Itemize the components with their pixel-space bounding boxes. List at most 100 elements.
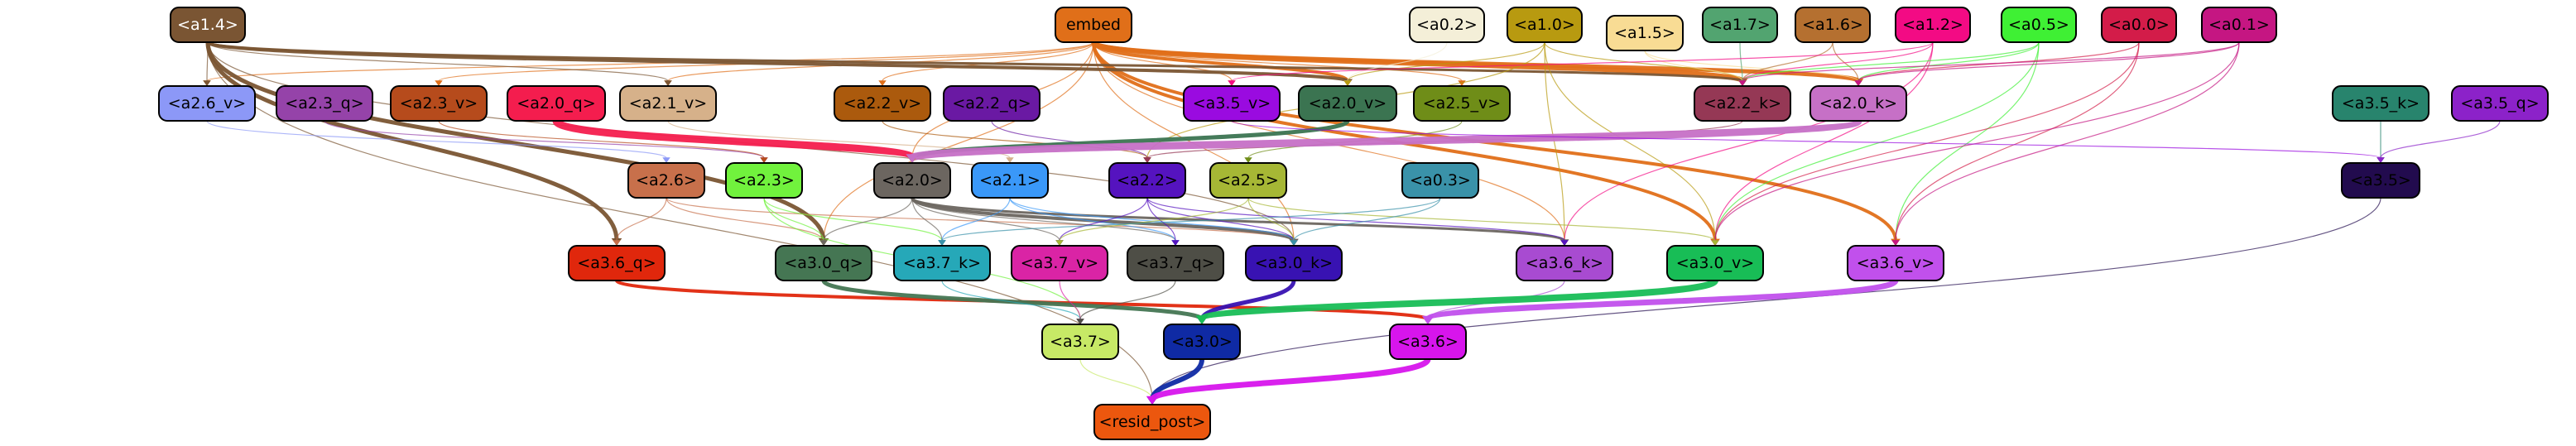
node-box[interactable] [1245,245,1343,281]
node-box[interactable] [2101,7,2177,43]
node-box[interactable] [943,85,1040,122]
node-box[interactable] [1108,162,1186,199]
node-a2-3[interactable]: <a2.3> [725,162,803,199]
node-box[interactable] [1507,7,1583,43]
node-box[interactable] [507,85,606,122]
node-box[interactable] [390,85,488,122]
node-box[interactable] [1041,324,1119,360]
node-a2-0-q[interactable]: <a2.0_q> [507,85,606,122]
node-box[interactable] [1702,7,1778,43]
node-a2-0-v[interactable]: <a2.0_v> [1298,85,1397,122]
node-a2-2-q[interactable]: <a2.2_q> [943,85,1040,122]
edge-a1_2-to-a2_2_k [1742,41,1934,82]
node-box[interactable] [1183,85,1281,122]
node-a3-7-q[interactable]: <a3.7_q> [1127,245,1224,281]
node-box[interactable] [1847,245,1944,281]
node-a1-7[interactable]: <a1.7> [1702,7,1778,43]
node-a3-6[interactable]: <a3.6> [1389,324,1467,360]
edge-layer [203,40,2501,405]
node-box[interactable] [1055,7,1132,43]
node-box[interactable] [1694,85,1791,122]
node-a3-5-v[interactable]: <a3.5_v> [1183,85,1281,122]
node-a2-1[interactable]: <a2.1> [971,162,1049,199]
node-box[interactable] [568,245,666,281]
node-a2-2-v[interactable]: <a2.2_v> [834,85,931,122]
node-a2-2-k[interactable]: <a2.2_k> [1694,85,1791,122]
node-a2-5-v[interactable]: <a2.5_v> [1413,85,1511,122]
node-a2-6-v[interactable]: <a2.6_v> [158,85,256,122]
edge-a3_5-to-resid_post [1151,197,2381,400]
node-box[interactable] [158,85,256,122]
node-box[interactable] [1895,7,1971,43]
node-a0-1[interactable]: <a0.1> [2201,7,2277,43]
node-a2-2[interactable]: <a2.2> [1108,162,1186,199]
node-label: embed [1066,16,1121,34]
node-box[interactable] [2451,85,2549,122]
node-box[interactable] [1606,15,1684,51]
node-box[interactable] [1413,85,1511,122]
node-a3-0[interactable]: <a3.0> [1163,324,1241,360]
node-a3-6-v[interactable]: <a3.6_v> [1847,245,1944,281]
node-a3-5-k[interactable]: <a3.5_k> [2332,85,2429,122]
node-label: <a3.6> [1397,333,1459,351]
node-a0-2[interactable]: <a0.2> [1409,7,1485,43]
node-a1-6[interactable]: <a1.6> [1795,7,1871,43]
node-box[interactable] [1409,7,1485,43]
node-a2-6[interactable]: <a2.6> [627,162,705,199]
node-a2-5[interactable]: <a2.5> [1209,162,1287,199]
node-box[interactable] [1163,324,1241,360]
edge-a1_0-to-a2_0_v [1347,41,1545,82]
node-box[interactable] [170,7,246,43]
node-a1-5[interactable]: <a1.5> [1606,15,1684,51]
node-a2-3-q[interactable]: <a2.3_q> [276,85,373,122]
node-box[interactable] [1127,245,1224,281]
node-resid-post[interactable]: <resid_post> [1093,404,1211,440]
node-a3-7-k[interactable]: <a3.7_k> [893,245,991,281]
node-box[interactable] [725,162,803,199]
node-box[interactable] [971,162,1049,199]
node-a2-1-v[interactable]: <a2.1_v> [619,85,717,122]
node-box[interactable] [1516,245,1613,281]
node-a1-0[interactable]: <a1.0> [1507,7,1583,43]
node-box[interactable] [1809,85,1907,122]
node-a3-0-q[interactable]: <a3.0_q> [775,245,872,281]
node-a3-6-k[interactable]: <a3.6_k> [1516,245,1613,281]
edge-a0_0-to-a2_0_k [1858,41,2140,82]
node-box[interactable] [1666,245,1764,281]
node-box[interactable] [873,162,951,199]
node-a3-7-v[interactable]: <a3.7_v> [1011,245,1108,281]
node-box[interactable] [627,162,705,199]
node-a0-0[interactable]: <a0.0> [2101,7,2177,43]
node-box[interactable] [1389,324,1467,360]
node-a0-3[interactable]: <a0.3> [1401,162,1479,199]
node-box[interactable] [1298,85,1397,122]
node-a1-4[interactable]: <a1.4> [170,7,246,43]
node-embed[interactable]: embed [1055,7,1132,43]
node-a3-0-k[interactable]: <a3.0_k> [1245,245,1343,281]
node-box[interactable] [1011,245,1108,281]
node-box[interactable] [893,245,991,281]
node-box[interactable] [2332,85,2429,122]
node-a3-5-q[interactable]: <a3.5_q> [2451,85,2549,122]
node-a3-6-q[interactable]: <a3.6_q> [568,245,666,281]
node-a3-5[interactable]: <a3.5> [2341,162,2420,199]
node-box[interactable] [1795,7,1871,43]
node-a0-5[interactable]: <a0.5> [2001,7,2077,43]
node-box[interactable] [1401,162,1479,199]
node-a2-0-k[interactable]: <a2.0_k> [1809,85,1907,122]
node-box[interactable] [276,85,373,122]
node-a1-2[interactable]: <a1.2> [1895,7,1971,43]
node-box[interactable] [1093,404,1211,440]
node-box[interactable] [1209,162,1287,199]
node-box[interactable] [834,85,931,122]
node-a2-3-v[interactable]: <a2.3_v> [390,85,488,122]
edge-a1_4-to-a2_2_k [206,41,1744,83]
node-box[interactable] [619,85,717,122]
node-box[interactable] [2201,7,2277,43]
node-box[interactable] [775,245,872,281]
node-a3-7[interactable]: <a3.7> [1041,324,1119,360]
node-a2-0[interactable]: <a2.0> [873,162,951,199]
node-a3-0-v[interactable]: <a3.0_v> [1666,245,1764,281]
node-box[interactable] [2341,162,2420,199]
node-box[interactable] [2001,7,2077,43]
